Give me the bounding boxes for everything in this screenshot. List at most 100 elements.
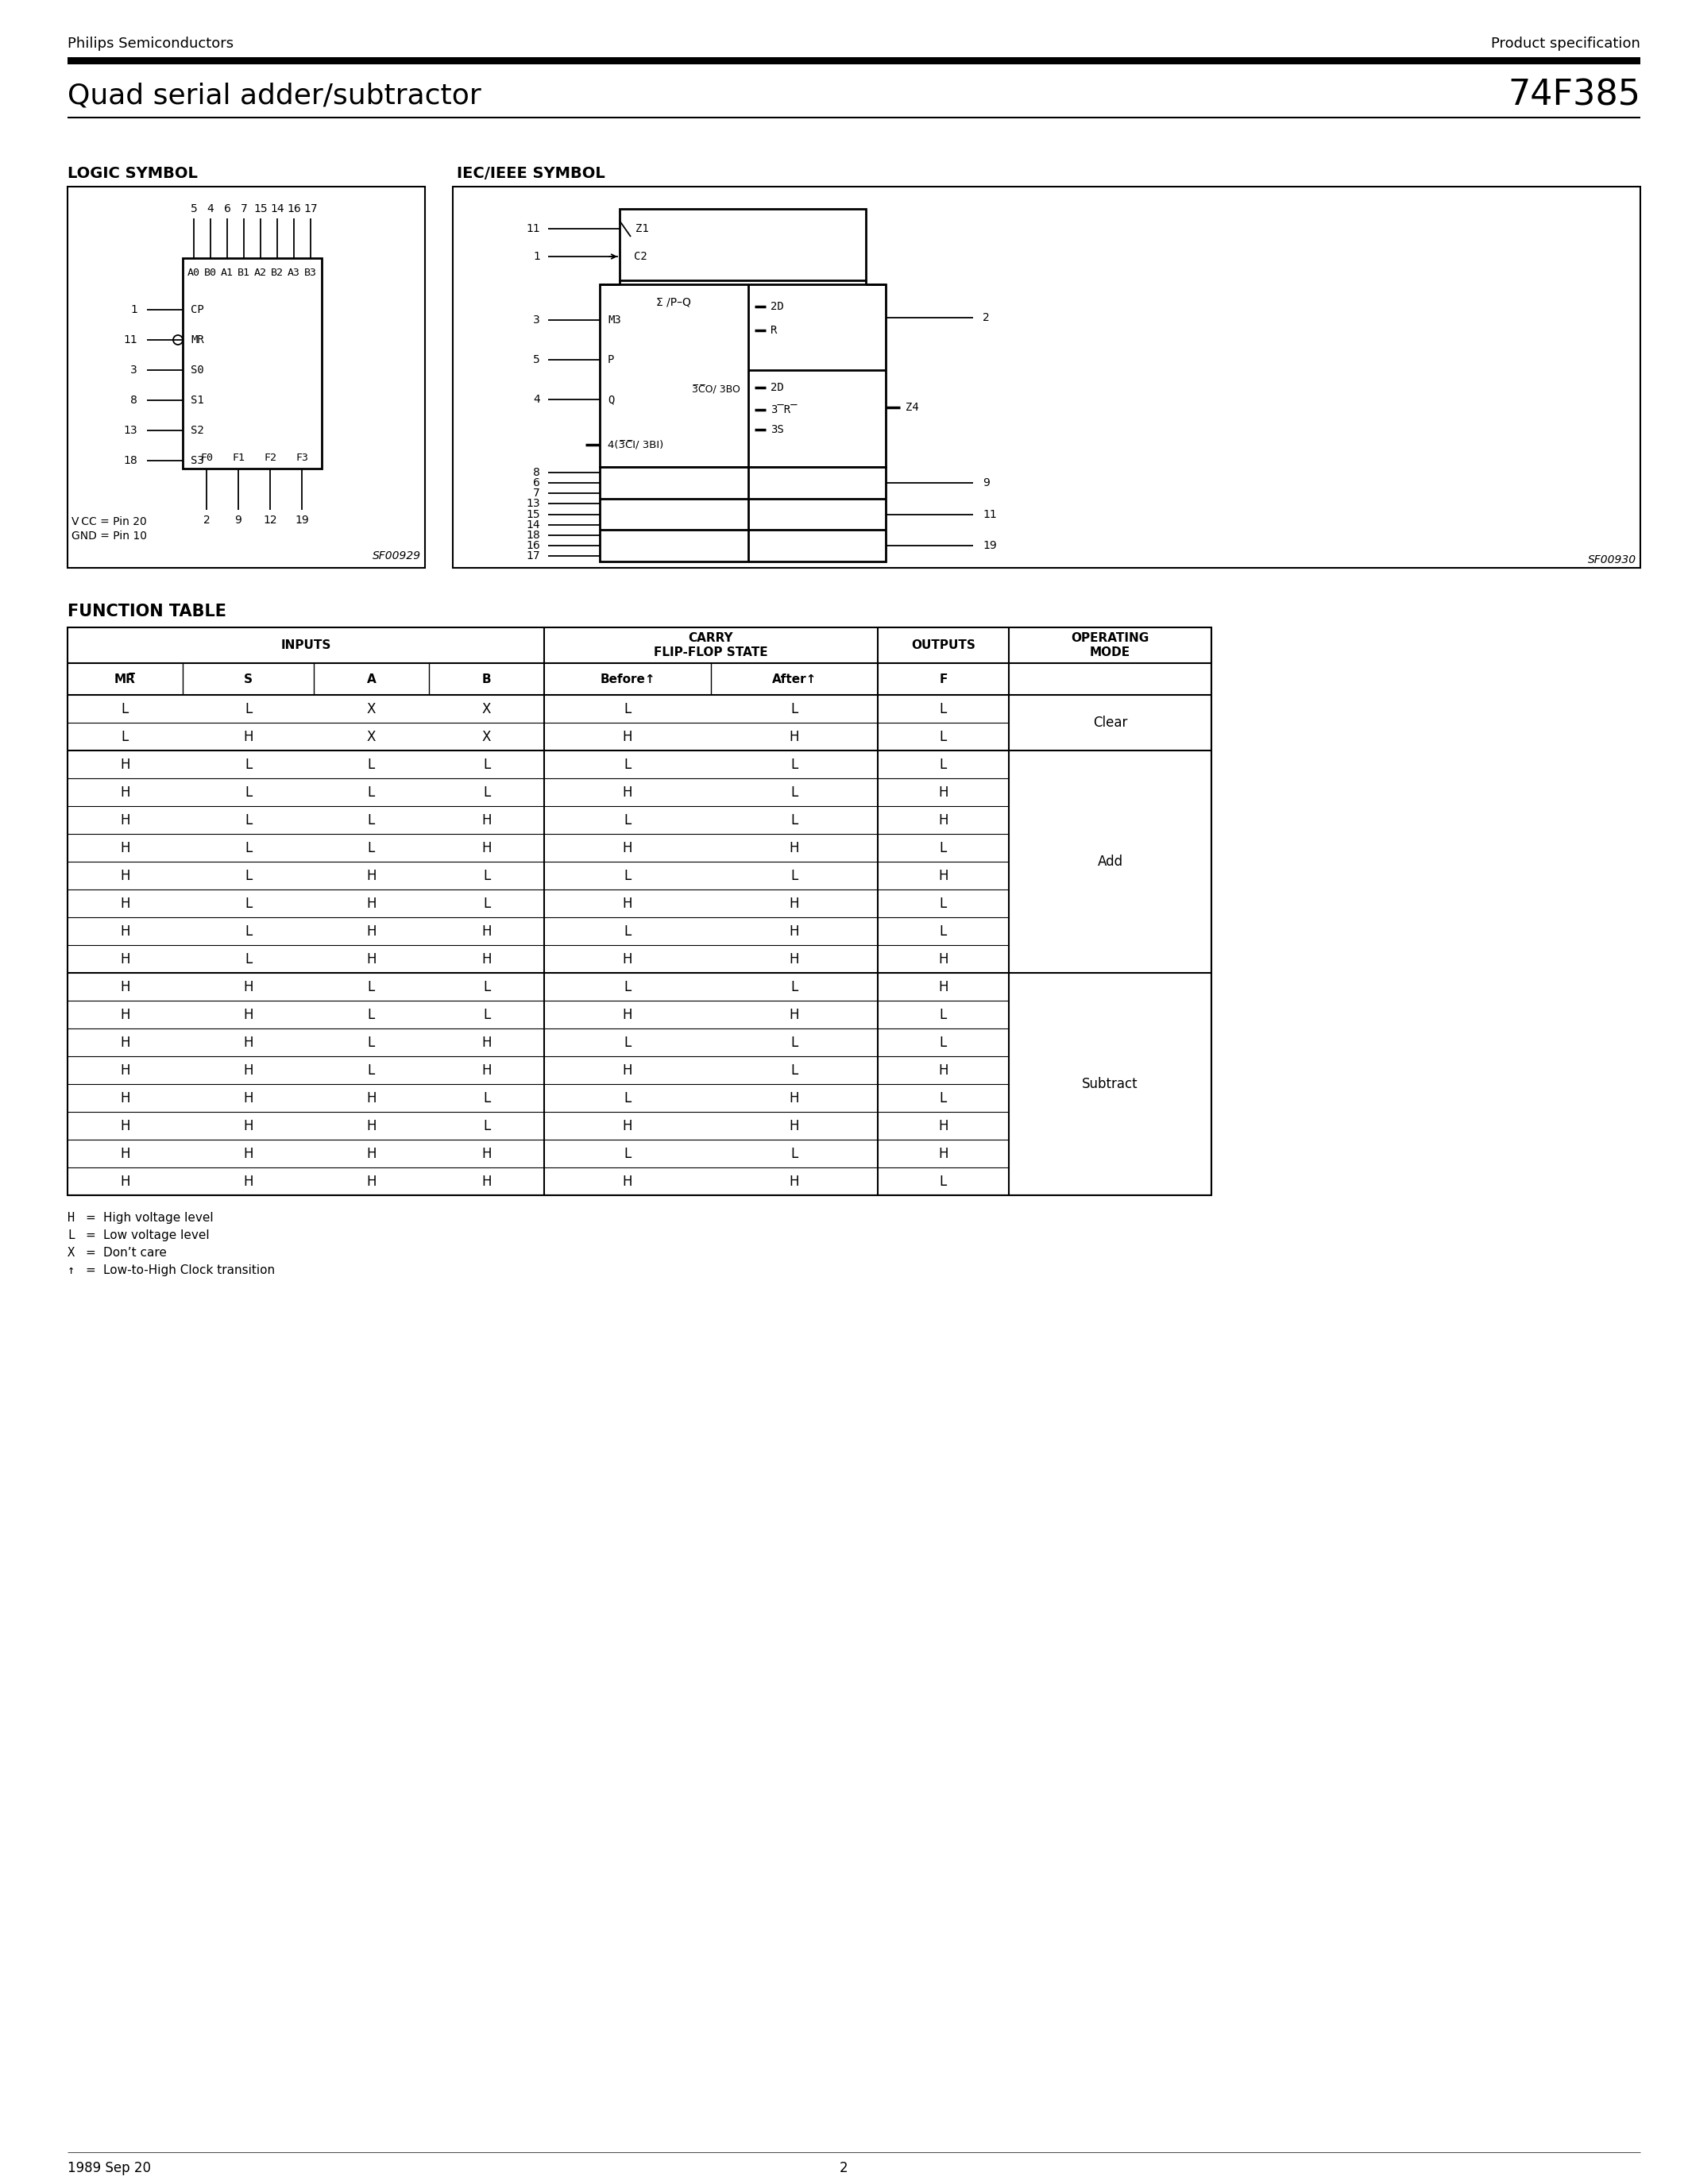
Text: SF00930: SF00930 — [1588, 555, 1636, 566]
Text: 6: 6 — [533, 476, 540, 489]
Text: LOGIC SYMBOL: LOGIC SYMBOL — [68, 166, 197, 181]
Text: V CC = Pin 20: V CC = Pin 20 — [71, 515, 147, 526]
Text: H: H — [366, 952, 376, 965]
Text: H: H — [366, 895, 376, 911]
Text: H: H — [366, 924, 376, 939]
Text: L: L — [625, 981, 631, 994]
Text: H: H — [481, 924, 491, 939]
Text: 19: 19 — [295, 515, 309, 526]
Text: F3: F3 — [295, 452, 309, 463]
Text: H: H — [366, 869, 376, 882]
Text: H: H — [366, 1175, 376, 1188]
Text: S3: S3 — [191, 454, 204, 465]
Text: H: H — [366, 1147, 376, 1160]
Text: L: L — [790, 758, 798, 771]
Text: L: L — [368, 784, 375, 799]
Text: MR̅: MR̅ — [115, 673, 135, 686]
Text: H: H — [790, 729, 800, 745]
Text: H: H — [243, 729, 253, 745]
Text: L: L — [940, 701, 947, 716]
Text: H: H — [790, 1090, 800, 1105]
Text: A3: A3 — [287, 266, 300, 277]
Text: H: H — [623, 1007, 633, 1022]
Text: 13: 13 — [123, 426, 137, 437]
Text: 15: 15 — [253, 203, 267, 214]
Text: X: X — [366, 701, 376, 716]
Text: 9: 9 — [982, 476, 989, 489]
Text: R: R — [770, 325, 776, 336]
Text: L: L — [625, 1147, 631, 1160]
Text: L: L — [368, 1064, 375, 1077]
Text: =: = — [84, 1247, 95, 1258]
Text: L: L — [368, 812, 375, 828]
Text: H: H — [939, 1064, 949, 1077]
Text: =: = — [84, 1212, 95, 1223]
Text: L: L — [483, 1007, 490, 1022]
Text: Low-to-High Clock transition: Low-to-High Clock transition — [103, 1265, 275, 1275]
Text: H: H — [939, 981, 949, 994]
Text: A: A — [366, 673, 376, 686]
Text: 11: 11 — [527, 223, 540, 234]
Text: L: L — [940, 1007, 947, 1022]
Text: 16: 16 — [527, 539, 540, 550]
Text: H: H — [481, 1064, 491, 1077]
Text: B: B — [483, 673, 491, 686]
Text: H: H — [790, 841, 800, 854]
Text: 3: 3 — [533, 314, 540, 325]
Text: F0: F0 — [201, 452, 213, 463]
Text: L: L — [368, 1035, 375, 1051]
Text: L: L — [368, 981, 375, 994]
Text: H: H — [120, 1064, 130, 1077]
Text: Σ /P–Q: Σ /P–Q — [657, 297, 690, 308]
Text: 2: 2 — [839, 2160, 847, 2175]
Text: CP: CP — [191, 304, 204, 314]
Text: L: L — [625, 812, 631, 828]
Text: L: L — [625, 869, 631, 882]
Text: H: H — [790, 952, 800, 965]
Text: F: F — [939, 673, 947, 686]
Text: L: L — [368, 758, 375, 771]
Text: H: H — [243, 1035, 253, 1051]
Text: L: L — [483, 758, 490, 771]
Text: OPERATING: OPERATING — [1072, 631, 1150, 644]
Bar — [452, 186, 1641, 568]
Text: H: H — [790, 895, 800, 911]
Text: CARRY: CARRY — [689, 631, 733, 644]
Text: Z4: Z4 — [905, 402, 918, 413]
Text: L: L — [625, 701, 631, 716]
Text: Z1: Z1 — [635, 223, 648, 234]
Text: B1: B1 — [238, 266, 250, 277]
Text: 74F385: 74F385 — [1507, 79, 1641, 111]
Text: Clear: Clear — [1092, 716, 1128, 729]
Text: 11: 11 — [123, 334, 137, 345]
Text: H: H — [623, 895, 633, 911]
Text: A1: A1 — [221, 266, 233, 277]
Text: H: H — [623, 784, 633, 799]
Text: B3: B3 — [304, 266, 317, 277]
Text: H: H — [120, 981, 130, 994]
Text: 5: 5 — [191, 203, 197, 214]
Text: L: L — [625, 924, 631, 939]
Text: Q: Q — [608, 393, 614, 404]
Text: L: L — [940, 895, 947, 911]
Text: L: L — [368, 1007, 375, 1022]
Text: ↑: ↑ — [68, 1265, 74, 1275]
Text: L: L — [940, 729, 947, 745]
Text: H: H — [939, 869, 949, 882]
Bar — [68, 627, 1212, 1195]
Text: 7: 7 — [240, 203, 248, 214]
Text: L: L — [790, 981, 798, 994]
Text: 3: 3 — [130, 365, 137, 376]
Text: 4: 4 — [208, 203, 214, 214]
Text: H: H — [68, 1212, 74, 1223]
Text: M3: M3 — [608, 314, 621, 325]
Text: H: H — [481, 812, 491, 828]
Text: H: H — [243, 1090, 253, 1105]
Text: A0: A0 — [187, 266, 201, 277]
Text: FUNCTION TABLE: FUNCTION TABLE — [68, 603, 226, 620]
Text: L: L — [122, 701, 128, 716]
Text: 13: 13 — [527, 498, 540, 509]
Text: OUTPUTS: OUTPUTS — [912, 640, 976, 651]
Text: H: H — [623, 1064, 633, 1077]
Text: H: H — [120, 1118, 130, 1133]
